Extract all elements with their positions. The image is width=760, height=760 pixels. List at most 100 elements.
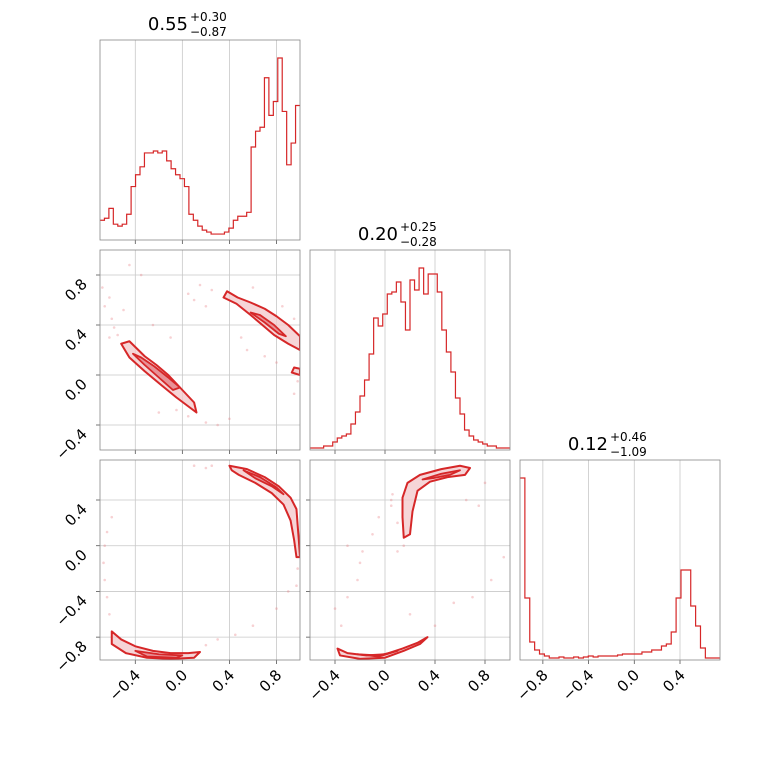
sample-point — [275, 607, 278, 610]
sample-point — [477, 504, 481, 508]
sample-point — [402, 544, 406, 548]
sample-point — [295, 584, 298, 588]
sample-point — [204, 466, 208, 470]
contour-p5 — [306, 459, 511, 664]
sample-point — [471, 595, 474, 599]
title-p2-minus: −1.09 — [610, 445, 647, 459]
histogram-step-line — [310, 267, 510, 449]
contour-p4 — [96, 459, 301, 664]
title-p0: 0.55 +0.30−0.87 — [148, 10, 227, 39]
sample-point — [108, 612, 111, 616]
sample-point — [389, 504, 393, 508]
x-tick-label: 0.4 — [659, 666, 689, 696]
sample-point — [103, 578, 107, 582]
sample-point — [216, 423, 219, 427]
title-p2-median: 0.12 — [568, 434, 608, 455]
sample-point — [251, 624, 255, 628]
sample-point — [333, 607, 337, 610]
contour-region-inner — [134, 649, 184, 659]
sample-point — [192, 298, 196, 302]
contour-region-inner — [132, 352, 181, 391]
plot-area — [102, 464, 300, 660]
sample-point — [198, 283, 202, 287]
y-tick-label: −0.8 — [52, 637, 90, 675]
sample-point — [186, 292, 190, 296]
x-tick-label: 0.0 — [364, 666, 394, 696]
sample-point — [169, 336, 172, 339]
sample-point — [105, 595, 109, 599]
sample-point — [389, 498, 393, 502]
title-p2: 0.12 +0.46−1.09 — [568, 430, 647, 459]
sample-point — [489, 578, 493, 582]
sample-point — [292, 317, 296, 321]
sample-point — [433, 624, 437, 628]
sample-point — [204, 304, 208, 308]
plot-area — [101, 263, 300, 427]
axes-frame — [519, 459, 721, 661]
axes-frame — [309, 459, 511, 661]
sample-point — [396, 521, 399, 525]
sample-point — [286, 590, 290, 593]
axes-frame — [99, 459, 301, 661]
sample-point — [245, 348, 249, 352]
sample-point — [377, 515, 381, 519]
histogram-p0 — [99, 39, 301, 244]
sample-point — [112, 326, 116, 329]
sample-point — [216, 638, 219, 641]
sample-point — [346, 544, 349, 548]
y-tick-label: 0.4 — [61, 325, 91, 355]
contour-region-inner — [421, 469, 461, 481]
sample-point — [103, 304, 107, 308]
sample-point — [396, 550, 399, 553]
sample-point — [281, 304, 284, 308]
sample-point — [204, 643, 208, 647]
sample-point — [192, 464, 196, 468]
sample-point — [391, 492, 394, 496]
sample-point — [346, 595, 349, 599]
sample-point — [483, 481, 487, 485]
title-p0-median: 0.55 — [148, 14, 188, 35]
x-tick-label: 0.0 — [614, 666, 644, 696]
sample-point — [175, 408, 178, 412]
sample-point — [186, 414, 190, 418]
contour-region-inner — [356, 649, 399, 658]
x-tick-label: −0.4 — [106, 666, 144, 704]
histogram-step-line — [100, 57, 300, 235]
sample-point — [151, 323, 155, 327]
sample-point — [292, 392, 296, 396]
contour-region-inner — [249, 311, 287, 338]
sample-point — [157, 411, 161, 414]
histogram-step-line — [520, 477, 720, 659]
sample-point — [108, 336, 111, 339]
sample-point — [358, 561, 362, 565]
sample-point — [263, 354, 267, 358]
sample-point — [251, 286, 255, 289]
sample-point — [452, 601, 456, 605]
title-p0-minus: −0.87 — [190, 25, 227, 39]
sample-point — [108, 296, 111, 299]
sample-point — [210, 288, 214, 292]
y-tick-label: 0.8 — [61, 275, 91, 305]
contour-region-outer — [401, 464, 471, 539]
sample-point — [139, 273, 143, 277]
y-tick-label: 0.0 — [61, 375, 91, 405]
plot-area — [333, 464, 506, 660]
title-p1-minus: −0.28 — [400, 235, 437, 249]
contour-region-inner — [242, 469, 285, 496]
x-tick-label: 0.4 — [209, 666, 239, 696]
sample-point — [339, 624, 343, 628]
sample-point — [116, 333, 119, 337]
y-tick-label: 0.4 — [61, 500, 91, 530]
sample-point — [408, 612, 412, 616]
histogram-p1 — [309, 249, 511, 454]
sample-point — [502, 555, 506, 559]
x-tick-label: −0.4 — [305, 666, 343, 704]
sample-point — [110, 515, 114, 519]
sample-point — [105, 530, 109, 534]
y-tick-label: −0.4 — [52, 592, 90, 630]
axes-frame — [309, 249, 511, 451]
contour-region-outer — [110, 630, 201, 660]
histogram-p2 — [519, 459, 721, 664]
x-tick-label: 0.8 — [256, 666, 286, 696]
